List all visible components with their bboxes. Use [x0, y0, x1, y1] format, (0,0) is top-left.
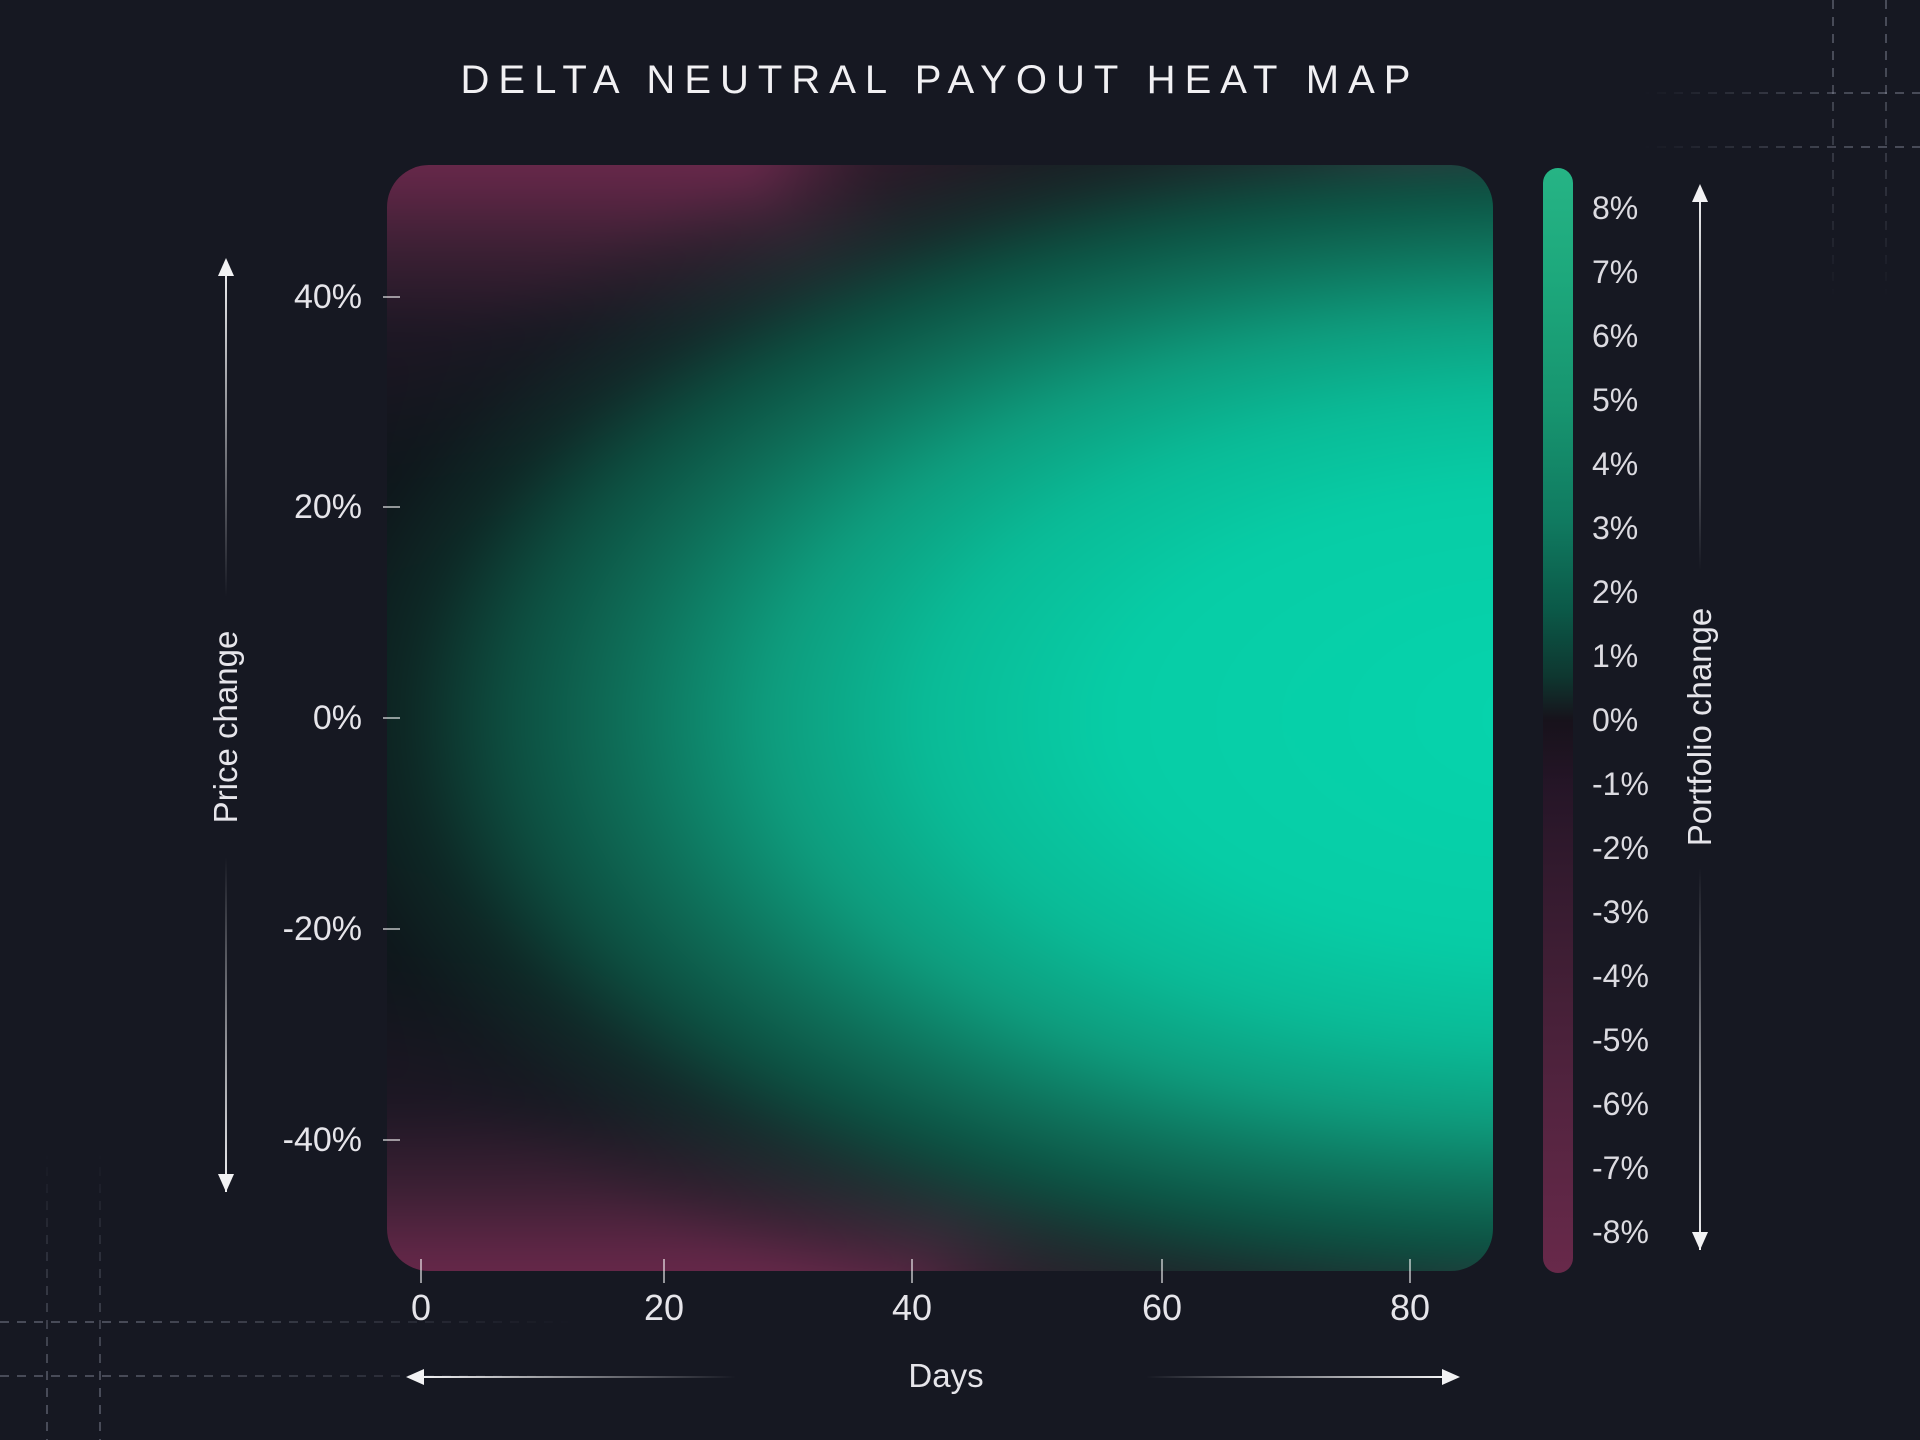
arrow-left-icon — [406, 1369, 424, 1385]
days-axis-arrow-shaft — [1146, 1376, 1442, 1378]
page-title: DELTA NEUTRAL PAYOUT HEAT MAP — [460, 58, 1420, 102]
y-tick-label: 0% — [312, 699, 362, 737]
portfolio-axis-arrow-shaft — [1699, 188, 1701, 1250]
x-axis-title: Days — [908, 1357, 984, 1394]
colorbar-tick-label: 8% — [1592, 190, 1639, 226]
x-tick-label: 0 — [410, 1287, 432, 1328]
y-tick-label: 40% — [293, 278, 362, 316]
y-tick-mark — [383, 1139, 400, 1141]
x-tick-label: 80 — [1389, 1287, 1431, 1328]
colorbar-tick-label: 3% — [1592, 510, 1639, 546]
colorbar-tick-label: -5% — [1592, 1022, 1649, 1058]
x-tick-mark — [1161, 1259, 1163, 1283]
x-tick-label: 40 — [891, 1287, 933, 1328]
dashed-grid-decoration — [1885, 0, 1887, 300]
colorbar-tick-label: 0% — [1592, 702, 1639, 738]
colorbar-tick-label: -4% — [1592, 958, 1649, 994]
arrow-down-icon — [218, 1174, 234, 1192]
colorbar-tick-label: -6% — [1592, 1086, 1649, 1122]
x-tick-mark — [420, 1259, 422, 1283]
arrow-down-icon — [1692, 1232, 1708, 1250]
y-tick-mark — [383, 928, 400, 930]
colorbar-tick-label: 7% — [1592, 254, 1639, 290]
dashed-grid-decoration — [1640, 146, 1920, 148]
colorbar-tick-label: 1% — [1592, 638, 1639, 674]
dashed-grid-decoration — [0, 1321, 580, 1323]
heatmap-gradient — [387, 165, 1493, 1271]
dashed-grid-decoration — [0, 1375, 580, 1377]
colorbar-tick-label: -1% — [1592, 766, 1649, 802]
colorbar-tick-label: 2% — [1592, 574, 1639, 610]
heatmap-surface — [387, 165, 1493, 1271]
colorbar-tick-label: -7% — [1592, 1150, 1649, 1186]
y-tick-mark — [383, 506, 400, 508]
y-axis-title: Price change — [207, 630, 244, 824]
colorbar-tick-label: -8% — [1592, 1214, 1649, 1250]
days-axis-arrow-shaft — [420, 1376, 736, 1378]
colorbar-tick-label: 6% — [1592, 318, 1639, 354]
colorbar — [1543, 168, 1573, 1273]
x-tick-label: 60 — [1141, 1287, 1183, 1328]
arrow-up-icon — [1692, 184, 1708, 202]
arrow-right-icon — [1442, 1369, 1460, 1385]
y-tick-mark — [383, 296, 400, 298]
price-axis-arrow-shaft — [225, 262, 227, 1192]
x-tick-label: 20 — [643, 1287, 685, 1328]
dashed-grid-decoration — [46, 1150, 48, 1440]
x-tick-mark — [1409, 1259, 1411, 1283]
colorbar-tick-label: 5% — [1592, 382, 1639, 418]
x-tick-mark — [663, 1259, 665, 1283]
x-tick-mark — [911, 1259, 913, 1283]
dashed-grid-decoration — [99, 1150, 101, 1440]
colorbar-axis-title: Portfolio change — [1681, 607, 1718, 847]
arrow-up-icon — [218, 258, 234, 276]
dashed-grid-decoration — [1832, 0, 1834, 300]
y-tick-mark — [383, 717, 400, 719]
y-tick-label: 20% — [293, 488, 362, 526]
colorbar-tick-label: -2% — [1592, 830, 1649, 866]
colorbar-tick-label: 4% — [1592, 446, 1639, 482]
dashed-grid-decoration — [1640, 92, 1920, 94]
y-tick-label: -20% — [282, 910, 362, 948]
y-tick-label: -40% — [282, 1121, 362, 1159]
colorbar-tick-label: -3% — [1592, 894, 1649, 930]
